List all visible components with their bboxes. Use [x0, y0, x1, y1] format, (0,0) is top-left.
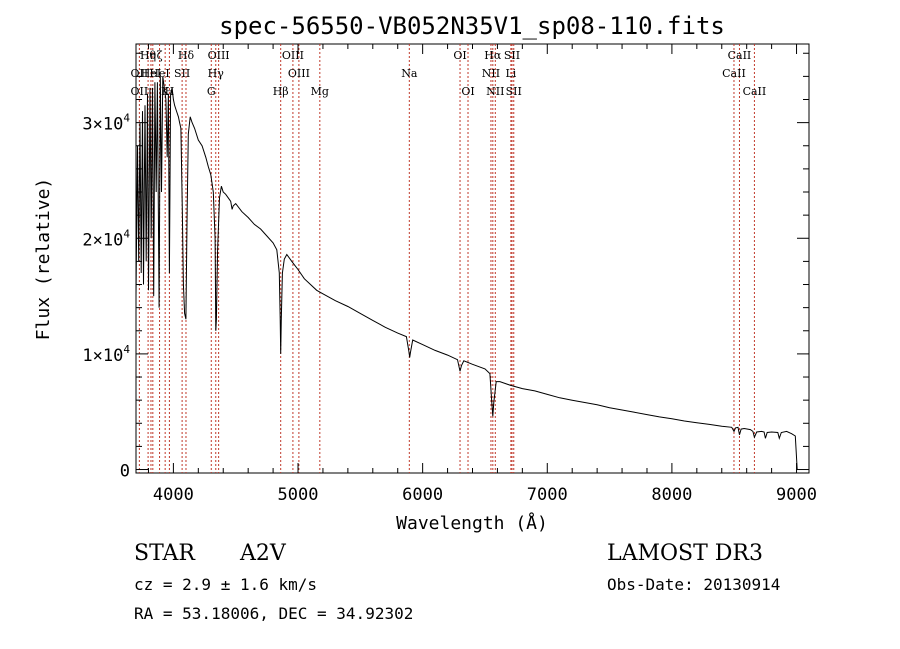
y-tick-label-y0: 0: [120, 462, 130, 482]
line-label-ca2: CaII: [722, 67, 746, 80]
line-label-hz: ζ: [157, 49, 163, 62]
y-tick-exponent-y1: 4: [123, 343, 130, 356]
object-subclass: A2V: [239, 541, 287, 566]
line-label-ha: Hα: [484, 49, 502, 62]
line-label-o3a: OIII: [208, 49, 230, 62]
y-tick-mantissa-y3: 3×10: [82, 115, 123, 135]
line-label-sii1: SII: [504, 49, 520, 62]
object-class: STAR: [134, 541, 196, 566]
line-label-hth: Hθ: [140, 49, 157, 62]
line-label-ca3: CaII: [743, 85, 767, 98]
y-tick-label-y2: 2×104: [82, 227, 130, 250]
line-label-g: G: [207, 85, 216, 98]
plot-frame: [135, 43, 810, 474]
line-label-sii0: SII: [174, 67, 190, 80]
line-label-li: Li: [505, 67, 516, 80]
line-label-na: Na: [401, 67, 418, 80]
line-label-he1: HeI: [141, 67, 161, 80]
x-tick-label-8000: 8000: [651, 485, 692, 505]
y-tick-exponent-y2: 4: [123, 227, 130, 240]
line-label-o2b: OII: [131, 85, 149, 98]
observation-date: Obs-Date: 20130914: [607, 575, 780, 594]
emission-lines: [138, 44, 755, 473]
x-tick-label-6000: 6000: [402, 485, 443, 505]
y-tick-mantissa-y1: 1×10: [82, 346, 123, 366]
line-label-h: H: [165, 85, 175, 98]
x-tick-label-7000: 7000: [527, 485, 568, 505]
x-tick-label-9000: 9000: [776, 485, 817, 505]
line-label-k: K: [161, 85, 170, 98]
chart-title: spec-56550-VB052N35V1_sp08-110.fits: [219, 12, 725, 40]
line-label-ca1: CaII: [728, 49, 752, 62]
coordinates: RA = 53.18006, DEC = 34.92302: [134, 604, 413, 623]
line-label-hgl: Hγ: [208, 67, 225, 80]
line-label-mg: Mg: [311, 85, 329, 98]
line-label-oi2: OI: [461, 85, 474, 98]
x-tick-label-5000: 5000: [278, 485, 319, 505]
y-tick-label-y1: 1×104: [82, 343, 130, 366]
y-tick-label-y3: 3×104: [82, 112, 130, 135]
series-line-spectrum: [135, 76, 798, 470]
line-label-nii2: NII: [486, 85, 504, 98]
line-label-o3c: OIII: [288, 67, 310, 80]
line-label-hd: Hδ: [178, 49, 195, 62]
redshift-cz: cz = 2.9 ± 1.6 km/s: [134, 575, 317, 594]
line-label-nii: NII: [482, 67, 500, 80]
line-label-o2: OII: [131, 67, 149, 80]
line-label-oi1: OI: [453, 49, 466, 62]
survey-name: LAMOST DR3: [607, 541, 763, 566]
x-axis-ticks: 4000 5000 6000 7000 8000 9000: [147, 44, 817, 505]
line-label-hgam: η: [150, 49, 157, 62]
y-tick-mantissa-y2: 2×10: [82, 230, 123, 250]
x-axis-label: Wavelength (Å): [396, 512, 548, 534]
y-axis-label: Flux (relative): [33, 178, 54, 341]
y-tick-exponent-y3: 4: [123, 112, 130, 125]
line-label-hb: Hβ: [273, 85, 289, 98]
line-label-o3b: OIII: [282, 49, 304, 62]
line-label-he2: HeI: [149, 67, 169, 80]
line-label-sii2: SII: [506, 85, 522, 98]
y-tick-mantissa-y0: 0: [120, 462, 130, 482]
x-tick-label-4000: 4000: [153, 485, 194, 505]
